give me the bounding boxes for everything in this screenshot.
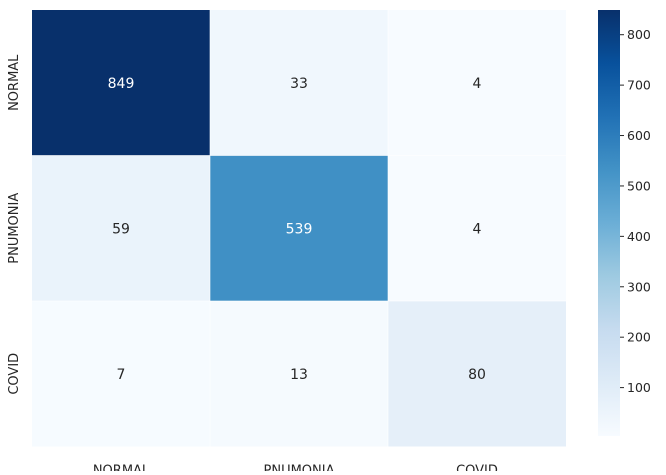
x-axis-tick-labels: NORMAL PNUMONIA COVID	[93, 464, 498, 475]
cell-value-label: 4	[473, 76, 482, 92]
y-tick-label: PNUMONIA	[7, 193, 22, 264]
colorbar-tick-label: 100	[627, 380, 651, 395]
heatmap-cell	[210, 10, 388, 156]
x-tick-label: COVID	[456, 464, 498, 472]
heatmap-cells	[32, 10, 566, 447]
heatmap-cell	[210, 301, 388, 447]
colorbar-gradient	[598, 10, 620, 436]
heatmap-cell	[32, 301, 210, 447]
colorbar-tick-label: 700	[627, 78, 651, 93]
colorbar-tick-label: 800	[627, 27, 651, 42]
x-tick-label: PNUMONIA	[264, 464, 335, 472]
colorbar-tick-label: 200	[627, 330, 651, 345]
cell-value-label: 13	[290, 367, 308, 383]
y-axis-tick-labels: NORMAL PNUMONIA COVID	[7, 54, 22, 395]
heatmap-cell	[210, 155, 388, 301]
cell-value-label: 539	[286, 221, 313, 237]
y-tick-label: COVID	[7, 353, 22, 395]
cell-value-label: 80	[468, 367, 486, 383]
heatmap-cell-labels: 849 33 4 59 539 4 7 13 80	[108, 76, 486, 383]
cell-value-label: 849	[108, 76, 135, 92]
colorbar-tick-label: 500	[627, 178, 651, 193]
y-tick-label: NORMAL	[7, 54, 22, 111]
colorbar-tick-label: 600	[627, 128, 651, 143]
cell-value-label: 4	[473, 221, 482, 237]
heatmap-cell	[32, 10, 210, 156]
colorbar-tick-label: 300	[627, 279, 651, 294]
x-tick-label: NORMAL	[93, 464, 150, 472]
colorbar: 100 200 300 400 500 600 700 800	[598, 10, 651, 436]
cell-value-label: 7	[117, 367, 126, 383]
colorbar-tick-label: 400	[627, 229, 651, 244]
cell-value-label: 59	[112, 221, 130, 237]
heatmap-cell	[388, 301, 566, 447]
heatmap-cell	[388, 155, 566, 301]
heatmap-cell	[32, 155, 210, 301]
heatmap-cell	[388, 10, 566, 156]
cell-value-label: 33	[290, 76, 308, 92]
